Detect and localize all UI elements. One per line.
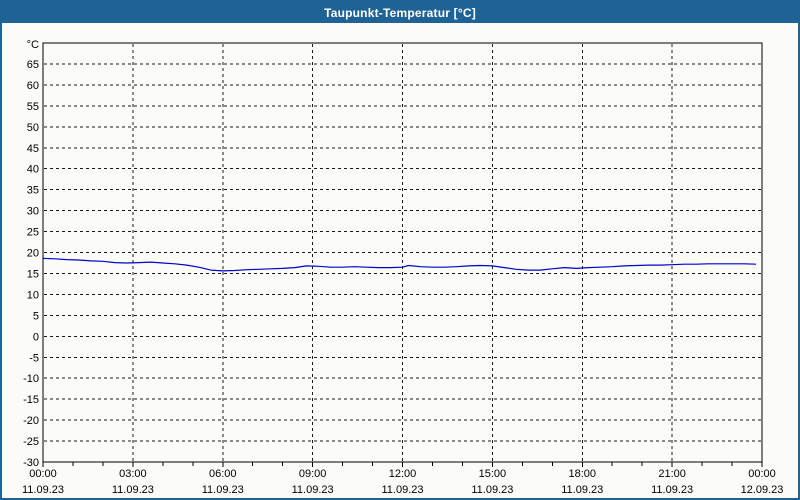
y-tick-label: -15: [23, 394, 39, 406]
x-tick-time-label: 12:00: [389, 468, 417, 480]
y-tick-label: 0: [33, 331, 39, 343]
y-tick-label: -25: [23, 436, 39, 448]
x-tick-time-label: 00:00: [748, 468, 776, 480]
y-tick-label: 65: [27, 59, 39, 71]
y-tick-label: 50: [27, 122, 39, 134]
y-tick-label: 30: [27, 206, 39, 218]
x-tick-date-label: 12.09.23: [741, 484, 784, 496]
window-titlebar: Taupunkt-Temperatur [°C]: [2, 2, 798, 23]
x-tick-date-label: 11.09.23: [471, 484, 513, 496]
y-tick-label: 60: [27, 80, 39, 92]
y-tick-label: 35: [27, 185, 39, 197]
y-tick-label: 55: [27, 101, 39, 113]
y-axis-unit-label: °C: [27, 39, 39, 51]
y-tick-label: 20: [27, 248, 39, 260]
x-tick-date-label: 11.09.23: [22, 484, 64, 496]
y-tick-label: -10: [23, 373, 39, 385]
x-tick-time-label: 09:00: [299, 468, 327, 480]
window-title: Taupunkt-Temperatur [°C]: [324, 5, 476, 20]
x-tick-date-label: 11.09.23: [292, 484, 334, 496]
x-tick-date-label: 11.09.23: [202, 484, 244, 496]
x-tick-time-label: 18:00: [568, 468, 596, 480]
x-tick-time-label: 21:00: [658, 468, 686, 480]
y-tick-label: 10: [27, 289, 39, 301]
x-tick-date-label: 11.09.23: [561, 484, 603, 496]
y-tick-label: -5: [29, 352, 39, 364]
x-tick-time-label: 15:00: [479, 468, 507, 480]
x-tick-date-label: 11.09.23: [651, 484, 693, 496]
data-line-taupunkt: [42, 257, 757, 272]
x-tick-time-label: 03:00: [119, 468, 147, 480]
x-tick-date-label: 11.09.23: [112, 484, 154, 496]
x-tick-date-label: 11.09.23: [381, 484, 423, 496]
y-tick-label: 15: [27, 268, 39, 280]
y-tick-label: 40: [27, 164, 39, 176]
x-tick-time-label: 00:00: [29, 468, 57, 480]
x-tick-time-label: 06:00: [209, 468, 237, 480]
y-tick-label: -20: [23, 415, 39, 427]
y-tick-label: 5: [33, 310, 39, 322]
y-tick-label: -30: [23, 457, 39, 469]
y-tick-label: 45: [27, 143, 39, 155]
y-tick-label: 25: [27, 227, 39, 239]
